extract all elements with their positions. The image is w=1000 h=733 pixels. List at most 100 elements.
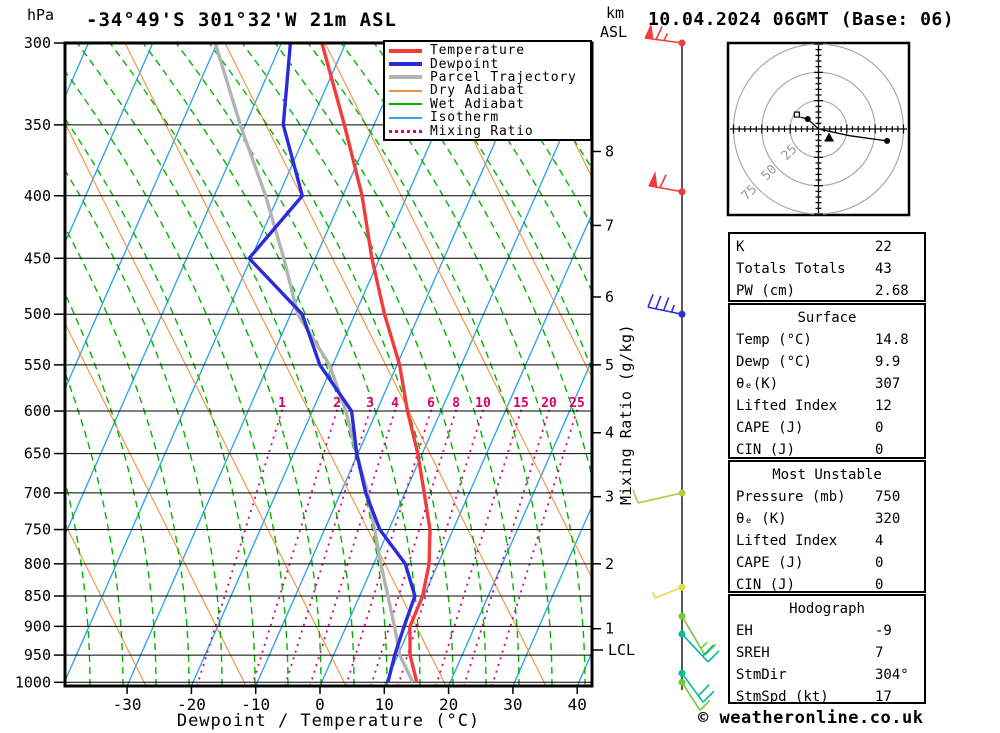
index-label: SREH [736, 645, 770, 661]
index-row: Pressure (mb) 750 [730, 486, 924, 508]
wind-barb [648, 170, 686, 196]
wind-barb [652, 583, 686, 599]
wind-barb-column [632, 23, 720, 711]
index-label: Lifted Index [736, 398, 838, 414]
legend-label: Dry Adiabat [430, 83, 525, 99]
panel-title: Hodograph [789, 601, 865, 617]
temperature-tick-label: 10 [375, 695, 394, 714]
legend-label: Temperature [430, 43, 525, 59]
index-value: 17 [875, 689, 892, 705]
wind-level-dot [678, 669, 686, 677]
mixing-ratio-value-label: 8 [452, 396, 460, 411]
km-tick-label: 8 [605, 142, 614, 160]
wind-barb [678, 669, 715, 703]
wind-level-dot [678, 630, 686, 638]
index-value: 14.8 [875, 332, 909, 348]
copyright-watermark: © weatheronline.co.uk [698, 708, 924, 728]
index-row: EH -9 [730, 620, 924, 642]
mixing-ratio-value-label: 6 [427, 396, 435, 411]
mixing-ratio-value-label: 25 [569, 396, 585, 411]
pressure-tick-label: 800 [24, 555, 51, 573]
mixing-ratio-axis-label: Mixing Ratio (g/kg) [617, 323, 635, 505]
wind-barb [678, 678, 711, 711]
index-value: 2.68 [875, 283, 909, 299]
wind-level-dot [678, 188, 686, 196]
wind-level-dot [678, 612, 686, 620]
run-datetime: 10.04.2024 06GMT (Base: 06) [648, 9, 955, 30]
index-label: Lifted Index [736, 533, 838, 549]
mixing-ratio-value-label: 3 [366, 396, 374, 411]
index-value: 304° [875, 667, 909, 683]
index-label: Totals Totals [736, 261, 846, 277]
surface-indices-panel: Surface Temp (°C) 14.8 Dewp (°C) 9.9 θₑ(K) 30… [728, 303, 926, 459]
pressure-tick-label: 500 [24, 305, 51, 323]
temperature-tick-label: 40 [568, 695, 587, 714]
pressure-tick-label: 950 [24, 646, 51, 664]
temperature-tick-label: 0 [315, 695, 325, 714]
index-row: CIN (J) 0 [730, 574, 924, 596]
legend-box: Temperature Dewpoint Parcel Trajectory Dry … [383, 40, 592, 141]
index-value: 0 [875, 420, 884, 436]
legend-line-sample [389, 129, 422, 133]
hodograph-stats-panel: Hodograph EH -9 SREH 7 StmDir 304° StmSpd (kt)… [728, 594, 926, 705]
legend-line-sample [389, 62, 422, 67]
index-value: 7 [875, 645, 884, 661]
km-tick-label: 7 [605, 216, 614, 234]
pressure-gridlines: 1 2 3 4 6 8 10 15 20 25 [65, 124, 592, 683]
index-label: PW (cm) [736, 283, 796, 299]
mixing-ratio-value-label: 4 [391, 396, 399, 411]
mixing-ratio-value-label: 1 [278, 396, 286, 411]
index-value: 750 [875, 489, 901, 505]
pressure-tick-label: 600 [24, 402, 51, 420]
km-tick-label: 4 [605, 424, 614, 442]
pressure-tick-label: 750 [24, 521, 51, 539]
wind-barb [678, 612, 717, 656]
hodograph-trace-dot [804, 116, 811, 123]
km-tick-label: 5 [605, 356, 614, 374]
index-row: θₑ (K) 320 [730, 508, 924, 530]
legend-label: Wet Adiabat [430, 96, 525, 112]
legend-label: Dewpoint [430, 56, 500, 72]
legend-entry: Parcel Trajectory [389, 71, 590, 84]
wind-barb [632, 489, 686, 504]
temperature-tick-label: -30 [113, 695, 142, 714]
index-label: Pressure (mb) [736, 489, 846, 505]
index-label: StmSpd (kt) [736, 689, 829, 705]
index-label: CAPE (J) [736, 420, 804, 436]
most-unstable-panel: Most Unstable Pressure (mb) 750 θₑ (K) 320 L… [728, 460, 926, 593]
index-value: 0 [875, 577, 884, 593]
pressure-tick-label: 1000 [15, 673, 51, 691]
sounding-curves [213, 43, 432, 684]
index-label: CAPE (J) [736, 555, 804, 571]
pressure-tick-label: 900 [24, 617, 51, 635]
index-value: 22 [875, 239, 892, 255]
index-label: Dewp (°C) [736, 354, 812, 370]
index-label: EH [736, 623, 753, 639]
temperature-tick-label: -20 [177, 695, 206, 714]
index-label: CIN (J) [736, 442, 796, 458]
index-row: K 22 [730, 236, 924, 258]
index-label: StmDir [736, 667, 787, 683]
legend-line-sample [389, 116, 422, 119]
index-row: Totals Totals 43 [730, 258, 924, 280]
x-axis-label: Dewpoint / Temperature (°C) [176, 711, 481, 731]
index-label: Temp (°C) [736, 332, 812, 348]
asl-axis-label: ASL [600, 23, 628, 41]
index-row: Lifted Index 12 [730, 395, 924, 417]
axis-ticks-and-labels: 3003504004505005506006507007508008509009… [15, 34, 635, 714]
index-label: K [736, 239, 745, 255]
station-title: -34°49'S 301°32'W 21m ASL [86, 9, 397, 31]
legend-line-sample [389, 48, 422, 53]
wind-barb [644, 23, 686, 47]
pressure-tick-label: 450 [24, 249, 51, 267]
panel-title: Most Unstable [772, 467, 882, 483]
pressure-tick-label: 700 [24, 484, 51, 502]
hodograph-trace-dot [884, 137, 891, 144]
km-axis-label: km [606, 4, 625, 22]
index-label: θₑ (K) [736, 511, 787, 527]
pressure-tick-label: 300 [24, 34, 51, 52]
wind-level-dot [678, 489, 686, 497]
dewpoint-curve [246, 43, 417, 683]
